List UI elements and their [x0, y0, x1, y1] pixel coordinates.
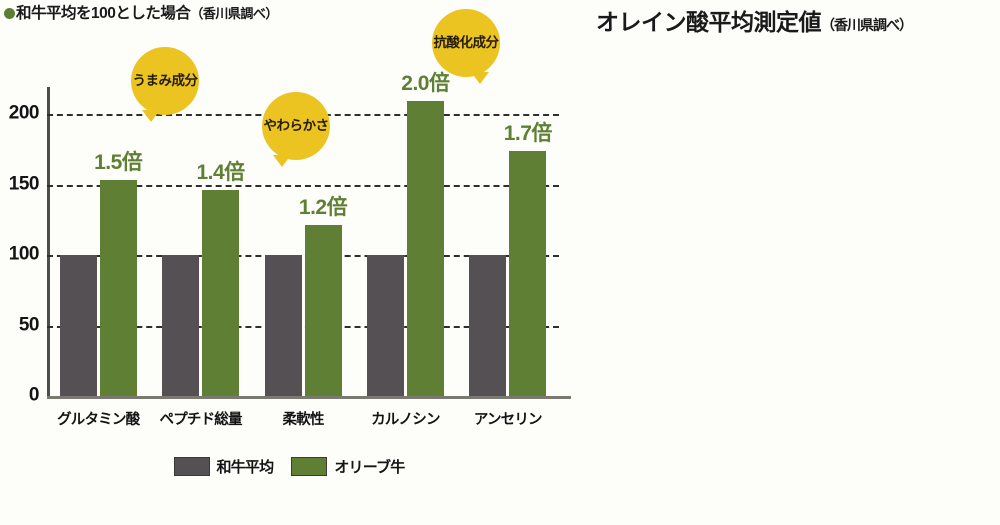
badge-umami-line-0: うまみ — [132, 73, 173, 89]
bar-value-label-3: 2.0倍 — [401, 72, 450, 96]
badge-kousanka: 抗酸化 成分 — [432, 9, 500, 84]
left-plot-area: 0 50 100 150 200 1.5倍グルタミン酸 1.4倍ペプチド総量 1.2倍柔軟性 2… — [9, 72, 571, 428]
bar-wagyu-2 — [264, 255, 302, 396]
bar-olive-0: 1.5倍 — [94, 151, 143, 396]
category-label-0: グルタミン酸 — [57, 412, 140, 428]
category-label-1: ペプチド総量 — [159, 412, 242, 428]
category-label-4: アンセリン — [473, 412, 543, 428]
left-chart-panel: 和牛平均を100とした場合（香川県調べ） 0 50 100 150 200 1.5倍グルタ… — [0, 1, 578, 477]
right-chart-title: オレイン酸平均測定値（香川県調べ） — [596, 3, 913, 37]
bar-wagyu-4 — [469, 255, 507, 396]
bar-olive-2: 1.2倍 — [299, 196, 348, 396]
legend-swatch-green — [291, 457, 328, 476]
right-title-subtext: （香川県調べ） — [821, 17, 913, 33]
y-tick-label-50: 50 — [18, 314, 40, 336]
bullet-icon — [4, 8, 15, 19]
left-x-axis — [47, 396, 571, 399]
badge-yawarakasa-line-0: やわら — [263, 118, 304, 134]
legend-item-wagyu: 和牛平均 — [173, 456, 275, 477]
left-y-axis — [47, 87, 50, 397]
bar-value-label-2: 1.2倍 — [298, 196, 348, 220]
badge-yawarakasa: やわら かさ — [262, 92, 330, 167]
y-tick-label-200: 200 — [8, 102, 40, 124]
bar-value-label-0: 1.5倍 — [94, 151, 143, 175]
bar-value-label-4: 1.7倍 — [503, 121, 553, 145]
badge-umami-line-1: 成分 — [171, 73, 199, 89]
bar-value-label-1: 1.4倍 — [196, 161, 245, 185]
bar-wagyu-3 — [366, 255, 404, 396]
right-title-text: オレイン酸平均測定値 — [596, 9, 822, 35]
legend-label-olive: オリーブ牛 — [334, 459, 405, 476]
left-title-text: 和牛平均を100とした場合 — [16, 5, 191, 22]
category-label-3: カルノシン — [371, 412, 440, 428]
legend-swatch-gray — [173, 457, 210, 476]
left-chart-legend: 和牛平均 オリーブ牛 — [0, 456, 578, 477]
category-label-2: 柔軟性 — [282, 412, 324, 428]
y-tick-label-0: 0 — [28, 384, 40, 406]
legend-item-olive: オリーブ牛 — [291, 456, 405, 477]
bar-olive-4: 1.7倍 — [504, 122, 552, 396]
badge-umami: うまみ 成分 — [131, 47, 199, 122]
bar-wagyu-0 — [59, 255, 97, 396]
left-chart-title: 和牛平均を100とした場合（香川県調べ） — [4, 1, 278, 23]
badge-kousanka-line-1: 成分 — [472, 35, 500, 51]
bar-olive-3: 2.0倍 — [401, 72, 450, 396]
bar-wagyu-1 — [162, 255, 200, 396]
gridline-100 — [47, 255, 559, 258]
gridline-150 — [47, 184, 559, 187]
y-tick-label-100: 100 — [8, 243, 40, 265]
legend-label-wagyu: 和牛平均 — [216, 459, 275, 476]
y-tick-label-150: 150 — [8, 173, 40, 195]
gridline-50 — [47, 325, 559, 328]
left-title-subtext: （香川県調べ） — [190, 6, 278, 21]
badge-kousanka-line-0: 抗酸化 — [433, 35, 474, 51]
bar-olive-1: 1.4倍 — [196, 161, 245, 396]
badge-yawarakasa-line-1: かさ — [302, 118, 330, 134]
right-chart-panel: オレイン酸平均測定値（香川県調べ） (%) 444648505246.7%和牛平… — [578, 0, 1000, 525]
